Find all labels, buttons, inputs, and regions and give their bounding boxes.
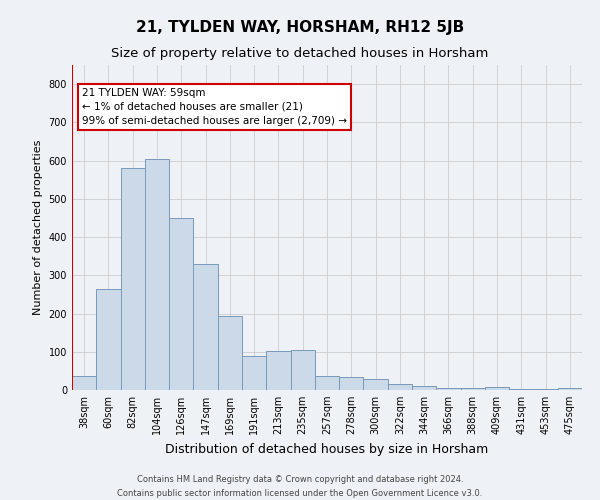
Bar [533,389,558,390]
Text: Size of property relative to detached houses in Horsham: Size of property relative to detached ho… [112,48,488,60]
Bar [121,168,145,390]
Text: 21 TYLDEN WAY: 59sqm
← 1% of detached houses are smaller (21)
99% of semi-detach: 21 TYLDEN WAY: 59sqm ← 1% of detached ho… [82,88,347,126]
Text: 21, TYLDEN WAY, HORSHAM, RH12 5JB: 21, TYLDEN WAY, HORSHAM, RH12 5JB [136,20,464,35]
Bar [72,376,96,390]
Bar [364,378,388,390]
Bar [218,316,242,390]
Y-axis label: Number of detached properties: Number of detached properties [33,140,43,315]
Bar [242,356,266,390]
Bar [193,264,218,390]
Bar [412,386,436,390]
Bar [558,388,582,390]
Text: Contains HM Land Registry data © Crown copyright and database right 2024.
Contai: Contains HM Land Registry data © Crown c… [118,476,482,498]
Bar [509,389,533,390]
Bar [169,218,193,390]
X-axis label: Distribution of detached houses by size in Horsham: Distribution of detached houses by size … [166,442,488,456]
Bar [96,290,121,390]
Bar [266,351,290,390]
Bar [388,384,412,390]
Bar [339,376,364,390]
Bar [461,388,485,390]
Bar [145,160,169,390]
Bar [436,388,461,390]
Bar [485,387,509,390]
Bar [290,350,315,390]
Bar [315,376,339,390]
